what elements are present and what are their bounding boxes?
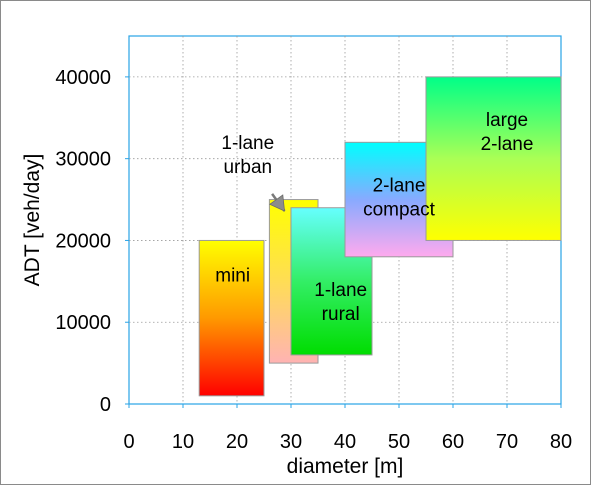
box-label-line: compact bbox=[363, 199, 436, 220]
range-boxes bbox=[198, 76, 562, 397]
box-label-line: 1-lane bbox=[221, 133, 274, 154]
box-large-2-lane bbox=[425, 76, 562, 241]
y-axis-title: ADT [veh/day] bbox=[21, 154, 44, 287]
box-mini bbox=[198, 239, 265, 397]
y-tick-label: 20000 bbox=[55, 230, 111, 252]
box-label-line: mini bbox=[215, 265, 250, 286]
box-label-line: 1-lane bbox=[314, 280, 367, 301]
y-tick-label: 40000 bbox=[55, 67, 111, 89]
x-tick-label: 30 bbox=[280, 431, 302, 453]
box-label-line: rural bbox=[322, 304, 360, 325]
y-axis-ticks: 0 10000 20000 30000 40000 bbox=[55, 67, 129, 416]
box-label-1-lane-urban: 1-lane urban bbox=[221, 133, 274, 178]
box-label-line: 2-lane bbox=[481, 134, 534, 155]
box-label-mini: mini bbox=[215, 265, 250, 286]
x-tick-label: 20 bbox=[226, 431, 248, 453]
box-label-1-lane-rural: 1-lane rural bbox=[314, 280, 367, 325]
y-tick-label: 30000 bbox=[55, 149, 111, 171]
y-tick-label: 0 bbox=[100, 394, 111, 416]
x-axis-ticks: 0 10 20 30 40 50 60 70 80 bbox=[123, 404, 572, 453]
box-label-2-lane-compact: 2-lane compact bbox=[363, 175, 436, 220]
x-tick-label: 10 bbox=[172, 431, 194, 453]
y-tick-label: 10000 bbox=[55, 312, 111, 334]
box-label-line: large bbox=[486, 110, 528, 131]
box-label-line: urban bbox=[223, 157, 272, 178]
x-tick-label: 80 bbox=[550, 431, 572, 453]
x-tick-label: 40 bbox=[334, 431, 356, 453]
box-labels: mini 1-lane urban 1-lane rural 2-lane compact l… bbox=[215, 110, 533, 325]
x-tick-label: 70 bbox=[496, 431, 518, 453]
box-label-line: 2-lane bbox=[373, 175, 426, 196]
x-axis-title: diameter [m] bbox=[287, 455, 404, 478]
annotations bbox=[269, 193, 286, 212]
x-tick-label: 60 bbox=[442, 431, 464, 453]
x-tick-label: 0 bbox=[123, 431, 134, 453]
box-label-large-2-lane: large 2-lane bbox=[481, 110, 534, 155]
x-tick-label: 50 bbox=[388, 431, 410, 453]
arrow-head bbox=[269, 194, 285, 212]
